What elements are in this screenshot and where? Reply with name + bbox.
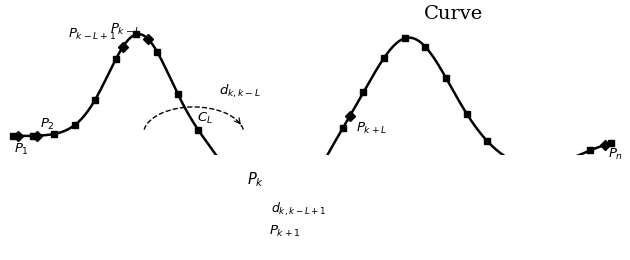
Text: $P_2$: $P_2$ — [40, 117, 55, 132]
Text: $P_n$: $P_n$ — [608, 147, 623, 162]
Text: $P_{k+1}$: $P_{k+1}$ — [269, 224, 301, 239]
Text: $P_1$: $P_1$ — [14, 142, 30, 157]
Text: $P_{k-L+1}$: $P_{k-L+1}$ — [68, 27, 117, 42]
Text: Curve: Curve — [424, 5, 483, 23]
Text: $d_{k,k-L+1}$: $d_{k,k-L+1}$ — [271, 200, 326, 218]
Text: $P_{k-L}$: $P_{k-L}$ — [110, 22, 142, 37]
Text: $P_{k+L}$: $P_{k+L}$ — [356, 121, 387, 136]
Text: $C_L$: $C_L$ — [197, 111, 213, 126]
Text: $P_k$: $P_k$ — [247, 170, 264, 189]
Text: $d_{k,k-L}$: $d_{k,k-L}$ — [219, 83, 261, 100]
